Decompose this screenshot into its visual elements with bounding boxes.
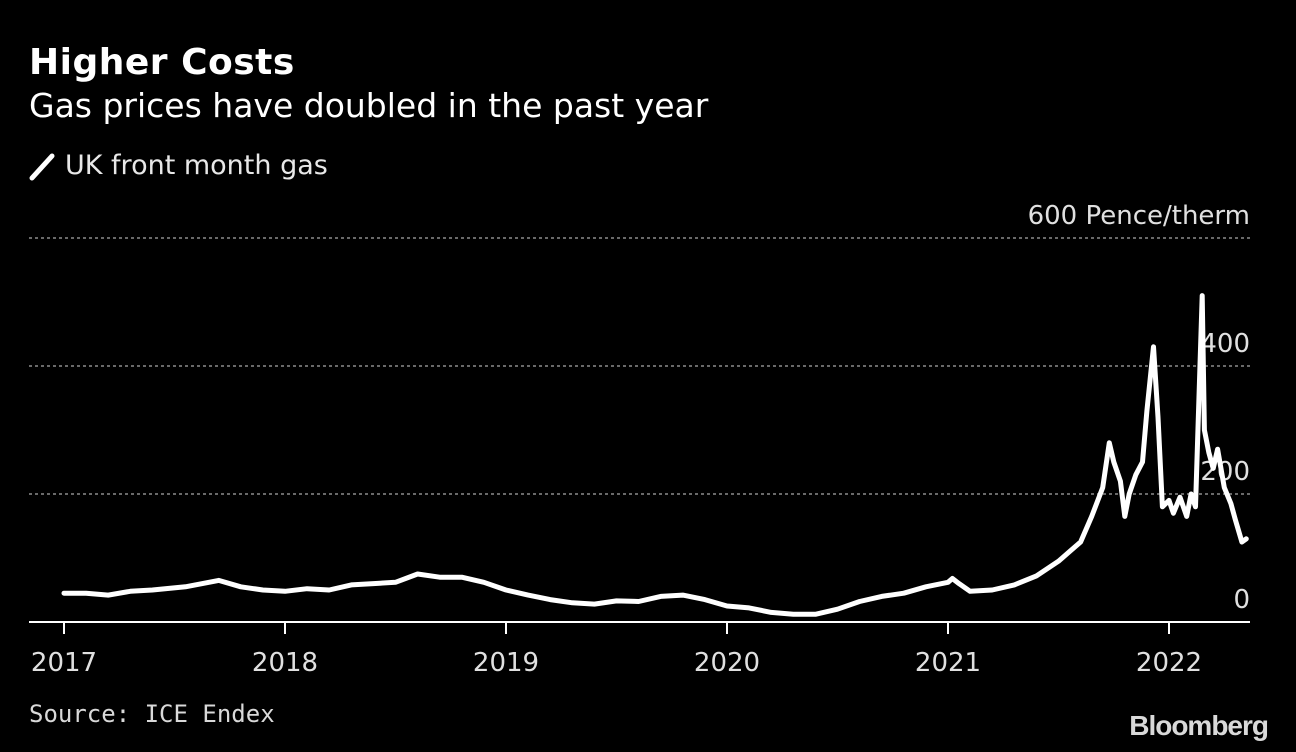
- legend: UK front month gas: [29, 150, 328, 181]
- y-tick-label-0: 0: [1233, 585, 1250, 615]
- chart-title: Higher Costs: [29, 42, 295, 83]
- source-note: Source: ICE Endex: [29, 700, 275, 728]
- chart-subtitle: Gas prices have doubled in the past year: [29, 86, 709, 125]
- grid-layer: [29, 237, 1250, 495]
- x-tick-label-2018: 2018: [252, 648, 318, 678]
- diagonal-line-swatch-icon: [29, 153, 55, 180]
- x-tick-label-2017: 2017: [31, 648, 97, 678]
- y-tick-label-600: 600 Pence/therm: [1028, 201, 1250, 231]
- x-axis-ticks: 2017 2018 2019 2020 2021 2022: [31, 622, 1202, 678]
- x-tick-label-2021: 2021: [915, 648, 981, 678]
- legend-label: UK front month gas: [65, 150, 328, 181]
- y-tick-label-400: 400: [1200, 329, 1250, 359]
- bloomberg-logo: Bloomberg: [1129, 710, 1269, 741]
- x-tick-label-2020: 2020: [694, 648, 760, 678]
- series-line-uk-front-month-gas: [61, 293, 1249, 617]
- x-tick-label-2022: 2022: [1136, 648, 1202, 678]
- x-tick-label-2019: 2019: [473, 648, 539, 678]
